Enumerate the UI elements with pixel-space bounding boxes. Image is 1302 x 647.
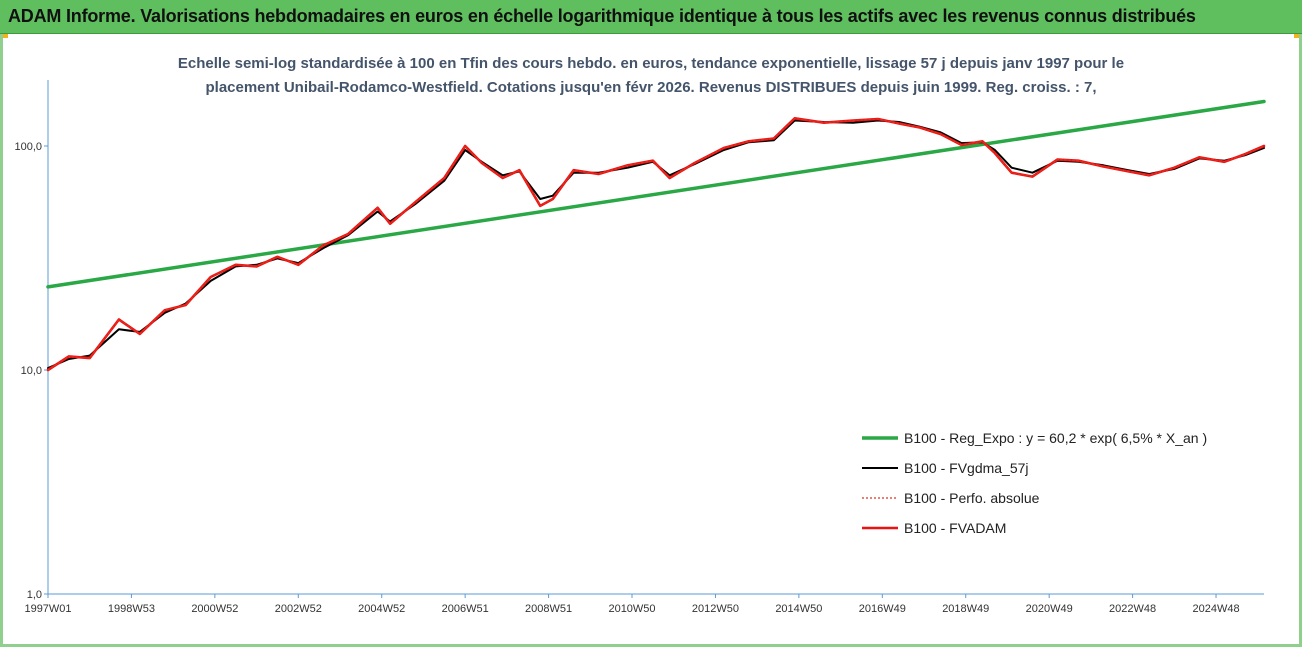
chart-title-line2: placement Unibail-Rodamco-Westfield. Cot…	[205, 79, 1097, 96]
x-tick-label: 1998W53	[108, 603, 155, 615]
banner-title: ADAM Informe. Valorisations hebdomadaire…	[8, 6, 1196, 26]
y-tick-label: 10,0	[21, 365, 42, 377]
chart-frame	[0, 34, 1302, 647]
x-tick-label: 2016W49	[859, 603, 906, 615]
series-line-1	[47, 119, 1265, 370]
legend-label: B100 - Perfo. absolue	[904, 490, 1040, 506]
x-tick-label: 2012W50	[692, 603, 739, 615]
x-tick-label: 2006W51	[442, 603, 489, 615]
x-tick-label: 2002W52	[275, 603, 322, 615]
legend-label: B100 - Reg_Expo : y = 60,2 * exp( 6,5% *…	[904, 430, 1207, 446]
x-tick-label: 2020W49	[1026, 603, 1073, 615]
y-tick-label: 1,0	[27, 589, 42, 601]
title-banner: ADAM Informe. Valorisations hebdomadaire…	[0, 0, 1302, 34]
corner-mark-left	[0, 34, 8, 38]
series-line-3	[46, 117, 1266, 372]
x-tick-label: 2010W50	[608, 603, 655, 615]
x-tick-label: 2014W50	[775, 603, 822, 615]
x-tick-label: 2000W52	[191, 603, 238, 615]
chart-title-line1: Echelle semi-log standardisée à 100 en T…	[177, 55, 1125, 72]
legend-label: B100 - FVADAM	[904, 520, 1006, 536]
x-tick-label: 2024W48	[1192, 603, 1239, 615]
corner-mark-right	[1294, 34, 1302, 38]
y-tick-label: 100,0	[14, 141, 42, 153]
x-tick-label: 1997W01	[24, 603, 71, 615]
series-line-0	[46, 99, 1266, 289]
x-tick-label: 2022W48	[1109, 603, 1156, 615]
legend-label: B100 - FVgdma_57j	[904, 460, 1029, 476]
x-tick-label: 2018W49	[942, 603, 989, 615]
x-tick-label: 2008W51	[525, 603, 572, 615]
x-tick-label: 2004W52	[358, 603, 405, 615]
series-line-2	[47, 117, 1265, 371]
